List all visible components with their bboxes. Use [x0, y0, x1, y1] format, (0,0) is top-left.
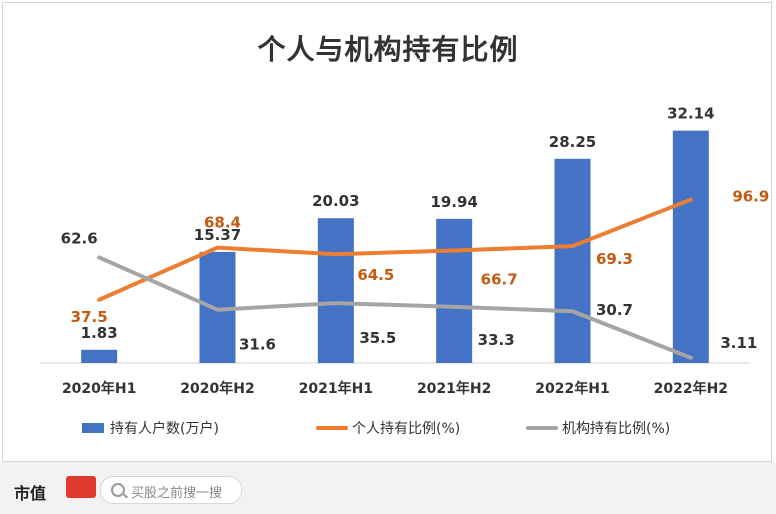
- bar: [81, 349, 118, 363]
- institution-data-label: 30.7: [596, 301, 633, 319]
- legend-label: 个人持有比例(%): [352, 421, 460, 437]
- bar-data-label: 19.94: [430, 193, 477, 211]
- institution-data-label: 62.6: [61, 229, 98, 247]
- personal-ratio-line: [97, 197, 693, 302]
- bar-data-label: 32.14: [667, 105, 714, 123]
- x-tick-label: 2021年H2: [417, 380, 491, 397]
- legend-label: 持有人户数(万户): [110, 420, 219, 437]
- institution-ratio-line: [97, 255, 693, 360]
- search-icon: [111, 483, 125, 497]
- search-box[interactable]: 买股之前搜一搜: [100, 476, 242, 504]
- bar-data-label: 28.25: [549, 133, 596, 151]
- bar-data-label: 1.83: [81, 324, 118, 342]
- bar: [672, 130, 709, 363]
- institution-data-label: 3.11: [720, 334, 757, 352]
- personal-data-label: 64.5: [357, 266, 394, 284]
- combo-chart: 2020年H1 2020年H2 2021年H1 2021年H2 2022年H1 2022年…: [40, 105, 769, 437]
- chart-title: 个人与机构持有比例: [257, 33, 519, 66]
- personal-data-label: 66.7: [481, 270, 518, 288]
- legend-swatch: [82, 423, 104, 433]
- bar: [436, 218, 473, 363]
- bar: [317, 218, 354, 363]
- brand-logo-text: 市值: [14, 484, 47, 503]
- institution-data-label: 35.5: [359, 329, 396, 347]
- bar: [554, 158, 591, 363]
- bar-data-label: 15.37: [194, 226, 241, 244]
- chart-frame: [2, 2, 772, 462]
- x-tick-label: 2022年H2: [654, 380, 728, 397]
- x-tick-label: 2021年H1: [299, 380, 373, 397]
- x-tick-label: 2020年H2: [180, 380, 254, 397]
- brand-logo-icon: [66, 476, 96, 498]
- personal-data-label: 68.4: [204, 214, 241, 232]
- bar-data-label: 20.03: [312, 192, 359, 210]
- personal-data-label: 37.5: [71, 308, 108, 326]
- x-tick-label: 2020年H1: [62, 380, 136, 397]
- personal-data-label: 96.9: [732, 188, 769, 206]
- legend-label: 机构持有比例(%): [562, 421, 670, 437]
- search-placeholder: 买股之前搜一搜: [131, 486, 223, 501]
- personal-data-label: 69.3: [596, 250, 633, 268]
- institution-data-label: 31.6: [239, 336, 276, 354]
- institution-data-label: 33.3: [478, 331, 515, 349]
- x-tick-label: 2022年H1: [535, 380, 609, 397]
